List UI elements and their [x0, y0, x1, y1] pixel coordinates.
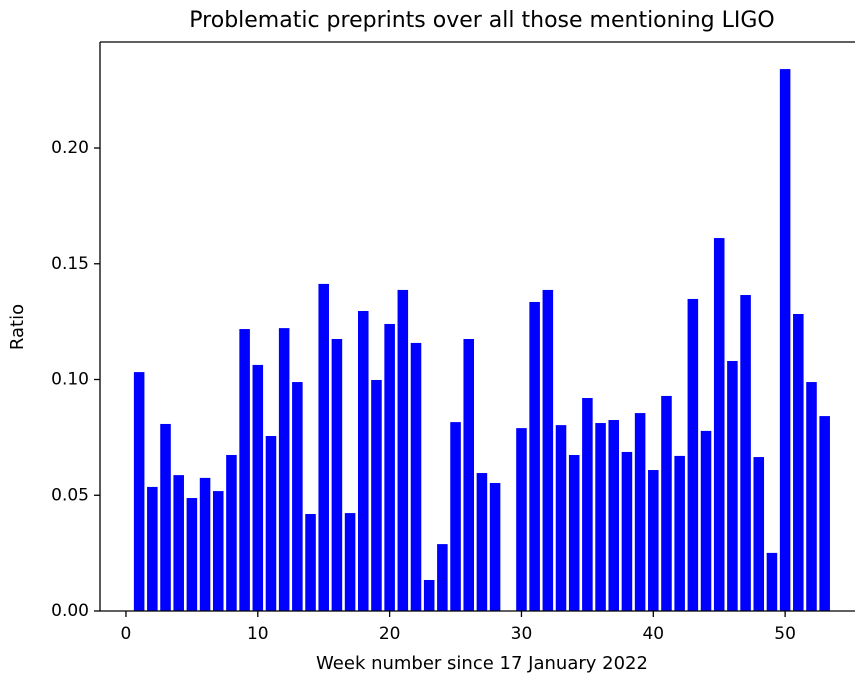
bar — [806, 382, 817, 611]
bar — [595, 423, 606, 611]
y-tick-label: 0.20 — [51, 138, 89, 158]
bar — [700, 430, 712, 611]
bar — [305, 514, 316, 611]
bar — [542, 289, 554, 611]
bar — [160, 423, 171, 611]
x-tick-label: 0 — [121, 624, 132, 644]
bar — [648, 470, 659, 611]
bar — [634, 413, 646, 611]
bar — [476, 473, 488, 611]
bar — [766, 552, 778, 611]
bar — [621, 451, 633, 611]
bar — [147, 486, 158, 611]
bar — [674, 455, 685, 611]
x-tick-label: 20 — [379, 624, 401, 644]
y-tick-label: 0.15 — [51, 254, 89, 274]
bar — [331, 339, 343, 611]
bar — [489, 482, 501, 611]
bar — [133, 372, 145, 611]
bar — [239, 329, 250, 611]
x-axis-label: Week number since 17 January 2022 — [316, 653, 648, 674]
bar — [437, 544, 448, 611]
x-tick-label: 10 — [247, 624, 269, 644]
bar — [226, 454, 237, 611]
bar — [410, 342, 422, 611]
bar — [753, 457, 765, 611]
bar — [463, 339, 475, 611]
bar — [212, 491, 224, 611]
x-tick-label: 50 — [774, 624, 796, 644]
bar — [568, 454, 580, 611]
bar — [357, 310, 369, 611]
y-tick-label: 0.10 — [51, 370, 89, 390]
y-axis-label: Ratio — [7, 304, 28, 350]
bar — [384, 323, 395, 611]
bar — [450, 422, 461, 611]
bar — [397, 289, 409, 611]
bar — [819, 416, 830, 611]
bar — [265, 435, 277, 611]
bar — [793, 313, 804, 611]
y-tick-label: 0.00 — [51, 601, 89, 621]
y-tick-label: 0.05 — [51, 485, 89, 505]
bar — [529, 301, 540, 611]
bar — [371, 379, 382, 611]
bar — [713, 238, 725, 611]
bar — [661, 395, 672, 611]
x-tick-label: 30 — [511, 624, 533, 644]
bar — [727, 360, 738, 611]
bar — [173, 475, 184, 611]
bar — [344, 513, 356, 611]
bar — [186, 498, 198, 611]
bar — [252, 364, 264, 611]
x-tick-label: 40 — [642, 624, 664, 644]
bar — [199, 477, 211, 611]
bar — [582, 398, 593, 611]
chart-title: Problematic preprints over all those men… — [189, 8, 774, 33]
bar — [687, 298, 699, 611]
bar — [555, 425, 567, 611]
bar — [423, 579, 435, 611]
bar — [740, 295, 751, 611]
bar — [278, 328, 290, 611]
bar — [779, 69, 791, 611]
bar — [318, 283, 329, 611]
bar — [292, 382, 303, 611]
bar — [608, 420, 620, 611]
bar — [516, 428, 527, 611]
